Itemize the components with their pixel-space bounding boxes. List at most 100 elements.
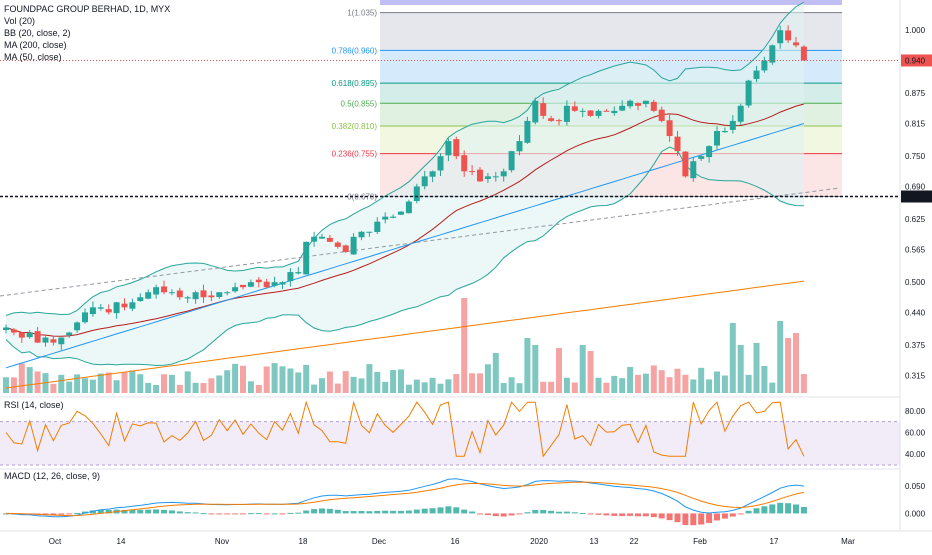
- macd-histogram-bar: [374, 510, 381, 514]
- candle: [121, 298, 128, 311]
- macd-histogram-bar: [777, 502, 784, 514]
- macd-histogram-bar: [627, 513, 634, 516]
- volume-bar: [800, 374, 807, 393]
- macd-legend[interactable]: MACD (12, 26, close, 9): [4, 471, 100, 481]
- macd-histogram-bar: [232, 513, 239, 515]
- macd-histogram-bar: [97, 509, 104, 514]
- macd-histogram-bar: [516, 513, 523, 515]
- volume-bar: [303, 364, 310, 393]
- time-tick: 16: [451, 537, 460, 546]
- candle: [263, 278, 270, 288]
- macd-histogram-bar: [326, 508, 333, 514]
- macd-histogram-bar: [405, 510, 412, 514]
- macd-histogram-bar: [721, 513, 728, 519]
- volume-bar: [145, 382, 152, 393]
- legend-bollinger[interactable]: BB (20, close, 2): [4, 28, 71, 38]
- volume-bar: [532, 345, 539, 393]
- volume-bar: [492, 353, 499, 393]
- volume-bar: [674, 368, 681, 393]
- volume-bar: [255, 384, 262, 393]
- volume-bar: [247, 381, 254, 393]
- macd-histogram-bar: [421, 508, 428, 514]
- candle: [516, 135, 523, 156]
- candle: [635, 102, 641, 111]
- macd-histogram-bar: [556, 511, 562, 514]
- macd-histogram-bar: [247, 513, 254, 515]
- macd-histogram-bar: [650, 513, 657, 518]
- candle: [642, 100, 649, 108]
- macd-histogram-bar: [611, 513, 618, 516]
- volume-bar: [437, 383, 444, 393]
- candle: [129, 298, 136, 312]
- rsi-line: [5, 400, 805, 458]
- candle: [429, 170, 436, 183]
- volume-bar: [240, 365, 246, 393]
- candle: [753, 66, 760, 83]
- macd-histogram-bar: [682, 513, 689, 525]
- macd-histogram-bar: [366, 511, 373, 514]
- candle: [556, 118, 562, 126]
- legend-volume[interactable]: Vol (20): [4, 16, 35, 26]
- volume-bar: [563, 377, 570, 393]
- candle: [74, 321, 81, 333]
- volume-bar: [579, 345, 586, 393]
- candle: [42, 336, 49, 347]
- macd-histogram-bar: [287, 512, 294, 514]
- macd-histogram-bar: [105, 509, 112, 514]
- legend: FOUNDPAC GROUP BERHAD, 1D, MYX Vol (20) …: [4, 4, 170, 481]
- volume-bar: [753, 343, 760, 393]
- candle: [145, 289, 152, 300]
- volume-bar: [113, 380, 120, 393]
- volume-bar: [714, 371, 720, 393]
- volume-bar: [287, 368, 294, 393]
- candle: [413, 183, 420, 204]
- last-price-badge: [901, 54, 932, 67]
- volume-bar: [176, 384, 183, 393]
- trend-line[interactable]: [0, 187, 841, 297]
- candle: [279, 281, 286, 289]
- macd-histogram-bar: [658, 513, 665, 519]
- candle: [34, 327, 41, 344]
- candle: [319, 233, 325, 239]
- candle: [10, 327, 17, 336]
- candle: [58, 337, 65, 350]
- macd-histogram-bar: [690, 513, 697, 526]
- volume-bar: [295, 372, 302, 393]
- candle: [271, 276, 278, 288]
- price-tick: 0.750: [905, 152, 926, 161]
- fib-label: 0.382(0.810): [332, 122, 378, 131]
- fib-top-band: [380, 0, 842, 5]
- volume-bar: [524, 338, 531, 393]
- macd-histogram-bar: [461, 509, 468, 514]
- price-tick: 0.815: [905, 119, 926, 128]
- volume-bar: [3, 377, 9, 393]
- candles: [3, 25, 807, 350]
- candle: [82, 308, 88, 324]
- rsi-tick: 80.00: [905, 407, 926, 416]
- volume-bar: [785, 338, 792, 393]
- legend-ma200[interactable]: MA (200, close): [4, 40, 67, 50]
- macd-histogram-bar: [698, 513, 705, 525]
- macd-histogram-bar: [3, 513, 9, 515]
- candle: [785, 25, 792, 43]
- macd-histogram-bar: [453, 507, 460, 514]
- legend-ma50[interactable]: MA (50, close): [4, 52, 62, 62]
- macd-histogram-bar: [50, 513, 57, 516]
- macd-histogram-bar: [240, 513, 246, 515]
- candle: [161, 280, 167, 295]
- macd-histogram-bar: [82, 511, 88, 514]
- moving-averages: [0, 123, 841, 389]
- candle: [650, 99, 657, 113]
- price-tick: 1.000: [905, 26, 926, 35]
- macd-histogram-bar: [737, 513, 744, 515]
- rsi-legend[interactable]: RSI (14, close): [4, 400, 64, 410]
- time-tick: Nov: [215, 537, 229, 546]
- fib-label: 0.786(0.960): [332, 46, 378, 55]
- macd-histogram-bar: [42, 513, 49, 515]
- candle: [382, 212, 389, 224]
- macd-histogram-bar: [563, 511, 570, 514]
- volume-bar: [398, 369, 404, 393]
- fib-label: 0.5(0.855): [341, 99, 378, 108]
